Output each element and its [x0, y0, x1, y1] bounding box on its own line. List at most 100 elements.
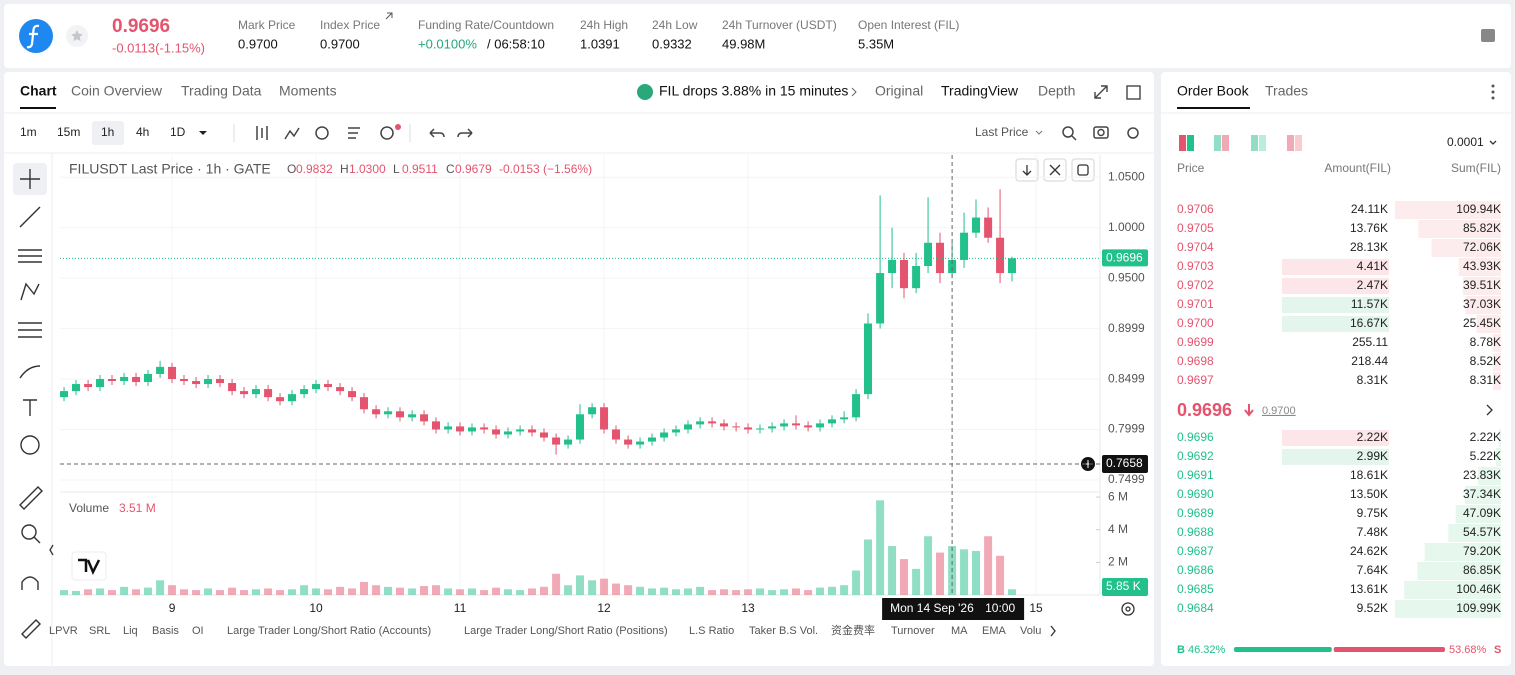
volume-bar	[312, 588, 321, 595]
candle-body	[528, 429, 537, 433]
chart-tab[interactable]: Coin Overview	[71, 83, 163, 99]
order-price[interactable]: 0.9702	[1177, 278, 1214, 292]
candle-body	[720, 423, 729, 427]
depth-bar	[1458, 258, 1501, 276]
order-price[interactable]: 0.9687	[1177, 544, 1214, 558]
order-price[interactable]: 0.9705	[1177, 221, 1214, 235]
order-price[interactable]: 0.9700	[1177, 316, 1214, 330]
chart-tab[interactable]: Moments	[279, 83, 337, 99]
candle-body	[636, 441, 645, 445]
order-price[interactable]: 0.9696	[1177, 430, 1214, 444]
chart-tab[interactable]: Chart	[20, 83, 57, 99]
y-tick-label: 0.8499	[1108, 371, 1145, 385]
order-price[interactable]: 0.9706	[1177, 202, 1214, 216]
interval[interactable]: 4h	[136, 125, 149, 139]
more-icon[interactable]	[1491, 84, 1495, 100]
order-price[interactable]: 0.9690	[1177, 487, 1214, 501]
indicator-tab[interactable]: Large Trader Long/Short Ratio (Positions…	[464, 625, 668, 637]
view-tab[interactable]: TradingView	[941, 83, 1019, 99]
interval[interactable]: 15m	[57, 125, 80, 139]
volume-bar	[503, 589, 512, 595]
window-icon[interactable]	[1126, 85, 1141, 100]
dropdown-arrow[interactable]	[1035, 130, 1043, 135]
x-tick-label: 13	[741, 601, 755, 615]
stat-label: Index Price	[320, 18, 380, 32]
volume-bar	[179, 589, 188, 595]
crosshair-date: Mon 14 Sep '26	[890, 601, 974, 615]
order-sum: 85.82K	[1463, 221, 1501, 235]
price-source[interactable]: Last Price	[975, 125, 1029, 139]
candle-body	[408, 414, 417, 418]
indicator-tab[interactable]: EMA	[982, 625, 1007, 637]
indicator-tab[interactable]: Taker B.S Vol.	[749, 625, 818, 637]
interval[interactable]: 1m	[20, 125, 37, 139]
order-price[interactable]: 0.9689	[1177, 506, 1214, 520]
interval[interactable]: 1D	[170, 125, 186, 139]
indicator-tab[interactable]: 资金费率	[831, 623, 875, 637]
indicator-tab[interactable]: Large Trader Long/Short Ratio (Accounts)	[227, 625, 431, 637]
volume-title: Volume	[69, 501, 109, 515]
indicator-tab[interactable]: Turnover	[891, 625, 935, 637]
indicator-tab[interactable]: Liq	[123, 625, 138, 637]
layout-icon[interactable]	[1481, 29, 1495, 42]
crosshair-price: 0.7658	[1106, 456, 1143, 470]
order-price[interactable]: 0.9701	[1177, 297, 1214, 311]
volume-bar	[996, 555, 1005, 595]
order-amount: 13.61K	[1350, 582, 1388, 596]
order-price[interactable]: 0.9692	[1177, 449, 1214, 463]
down-arrow	[1244, 404, 1254, 417]
interval[interactable]: 1h	[101, 125, 114, 139]
order-price[interactable]: 0.9685	[1177, 582, 1214, 596]
crosshair-price-tag	[1102, 454, 1148, 473]
order-amount: 24.62K	[1350, 544, 1388, 558]
indicator-tab[interactable]: L.S Ratio	[689, 625, 734, 637]
indicator-tab[interactable]: OI	[192, 625, 204, 637]
buy-ratio: 46.32%	[1188, 644, 1226, 656]
order-amount: 9.75K	[1357, 506, 1388, 520]
indicator-tab[interactable]: Basis	[152, 625, 179, 637]
notify-dot	[395, 124, 401, 130]
order-sum: 8.31K	[1470, 373, 1501, 387]
view-tab[interactable]: Depth	[1038, 83, 1075, 99]
indicator-tab[interactable]: LPVR	[49, 625, 78, 637]
candle-body	[323, 384, 332, 388]
indicator-tab[interactable]: Volu	[1020, 625, 1041, 637]
order-price[interactable]: 0.9691	[1177, 468, 1214, 482]
order-sum: 47.09K	[1463, 506, 1501, 520]
order-price[interactable]: 0.9704	[1177, 240, 1214, 254]
volume-bar	[828, 586, 837, 595]
fullscreen-icon[interactable]	[1094, 85, 1108, 99]
dropdown-arrow[interactable]	[199, 131, 207, 135]
order-price[interactable]: 0.9697	[1177, 373, 1214, 387]
depth-mode-icons[interactable]	[1179, 135, 1302, 151]
volume-bar	[612, 583, 621, 595]
book-tab[interactable]: Order Book	[1177, 83, 1250, 99]
candle-body	[143, 373, 152, 383]
amount-highlight	[1282, 430, 1389, 446]
candle-body	[480, 427, 489, 430]
candle-body	[503, 431, 512, 435]
order-price[interactable]: 0.9686	[1177, 563, 1214, 577]
book-tab[interactable]: Trades	[1265, 83, 1308, 99]
y-tick-label: 0.7999	[1108, 422, 1145, 436]
order-price[interactable]: 0.9699	[1177, 335, 1214, 349]
chart-buttons[interactable]	[49, 140, 1497, 637]
indicator-tab[interactable]: MA	[951, 625, 968, 637]
order-price[interactable]: 0.9688	[1177, 525, 1214, 539]
view-tab[interactable]: Original	[875, 83, 923, 99]
drawing-tools[interactable]	[18, 169, 43, 639]
chart-tab[interactable]: Trading Data	[181, 83, 262, 99]
candle-body	[708, 421, 717, 424]
candle-body	[840, 417, 849, 420]
indicator-tab[interactable]: SRL	[89, 625, 110, 637]
order-price[interactable]: 0.9698	[1177, 354, 1214, 368]
volume-bar	[528, 588, 537, 595]
order-price[interactable]: 0.9684	[1177, 601, 1214, 615]
stat-value: 49.98M	[722, 36, 765, 51]
order-sum: 23.83K	[1463, 468, 1501, 482]
news-ticker[interactable]: FIL drops 3.88% in 15 minutes	[659, 83, 848, 99]
x-tick-label: 9	[169, 601, 176, 615]
toolbar-icons[interactable]	[256, 126, 1139, 141]
order-price[interactable]: 0.9703	[1177, 259, 1214, 273]
precision[interactable]: 0.0001	[1447, 135, 1484, 149]
